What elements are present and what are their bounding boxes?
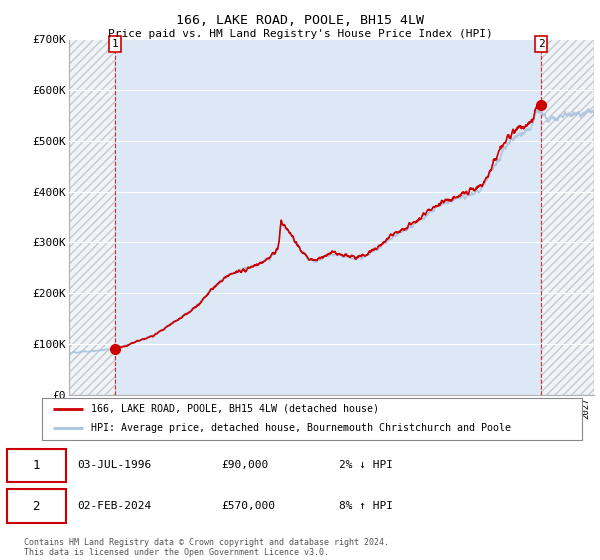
Text: Contains HM Land Registry data © Crown copyright and database right 2024.
This d: Contains HM Land Registry data © Crown c… xyxy=(24,538,389,557)
FancyBboxPatch shape xyxy=(7,489,66,523)
Text: 1: 1 xyxy=(32,459,40,472)
Text: 2: 2 xyxy=(32,500,40,513)
Text: 02-FEB-2024: 02-FEB-2024 xyxy=(77,501,151,511)
Bar xyxy=(69,39,115,395)
Text: 2% ↓ HPI: 2% ↓ HPI xyxy=(340,460,394,470)
Text: 8% ↑ HPI: 8% ↑ HPI xyxy=(340,501,394,511)
Text: Price paid vs. HM Land Registry's House Price Index (HPI): Price paid vs. HM Land Registry's House … xyxy=(107,29,493,39)
Bar xyxy=(541,39,594,395)
Bar xyxy=(69,39,115,395)
Text: 2: 2 xyxy=(538,39,545,49)
Text: 03-JUL-1996: 03-JUL-1996 xyxy=(77,460,151,470)
Text: 166, LAKE ROAD, POOLE, BH15 4LW (detached house): 166, LAKE ROAD, POOLE, BH15 4LW (detache… xyxy=(91,404,379,414)
FancyBboxPatch shape xyxy=(7,449,66,482)
Bar xyxy=(541,39,594,395)
Text: 1: 1 xyxy=(112,39,119,49)
FancyBboxPatch shape xyxy=(42,398,582,440)
Text: HPI: Average price, detached house, Bournemouth Christchurch and Poole: HPI: Average price, detached house, Bour… xyxy=(91,423,511,433)
Text: 166, LAKE ROAD, POOLE, BH15 4LW: 166, LAKE ROAD, POOLE, BH15 4LW xyxy=(176,14,424,27)
Text: £90,000: £90,000 xyxy=(221,460,268,470)
Text: £570,000: £570,000 xyxy=(221,501,275,511)
